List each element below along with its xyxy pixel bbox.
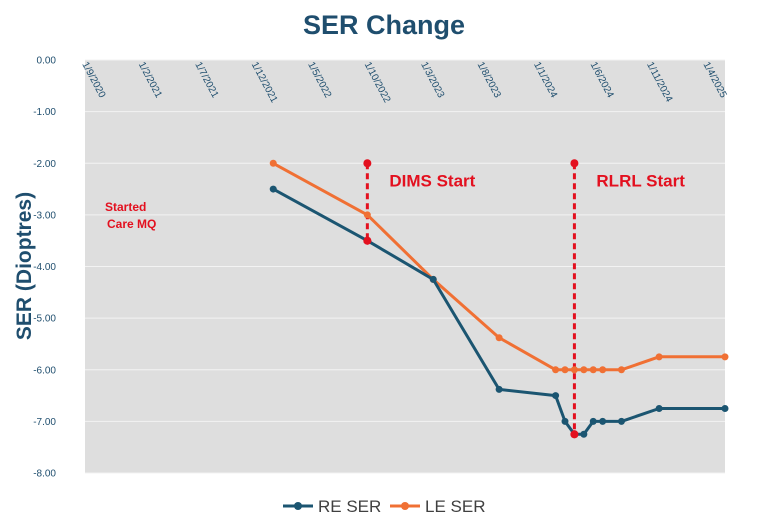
data-point	[599, 366, 607, 374]
data-point	[580, 366, 588, 374]
y-axis-ticks: 0.00 -1.00 -2.00 -3.00 -4.00 -5.00 -6.00 -7.00 -…	[33, 56, 56, 480]
y-tick-label: 0.00	[37, 56, 57, 67]
annotations: Started Care MQ	[105, 200, 156, 231]
marker-top-dot	[570, 159, 579, 168]
data-point	[269, 185, 277, 193]
data-point	[599, 417, 607, 425]
data-point	[617, 366, 625, 374]
data-point	[561, 417, 569, 425]
y-tick-label: -2.00	[33, 159, 56, 170]
annotation-started-care-mq: Started Care MQ	[105, 200, 156, 231]
y-tick-label: -4.00	[33, 262, 56, 273]
data-point	[269, 159, 277, 167]
marker-bottom-dot	[363, 236, 372, 245]
legend-label: RE SER	[318, 497, 381, 516]
legend-swatch-dot	[401, 502, 409, 510]
data-point	[721, 404, 729, 412]
data-point	[721, 353, 729, 361]
data-point	[495, 334, 503, 342]
y-tick-label: -1.00	[33, 107, 56, 118]
y-tick-label: -5.00	[33, 314, 56, 325]
data-point	[570, 366, 578, 374]
data-point	[363, 211, 371, 219]
y-tick-label: -8.00	[33, 469, 56, 480]
data-point	[580, 430, 588, 438]
data-series	[269, 159, 729, 439]
legend-swatch-dot	[294, 502, 302, 510]
data-point	[552, 366, 560, 374]
data-point	[429, 275, 437, 283]
y-axis-label: SER (Dioptres)	[13, 192, 36, 340]
y-tick-label: -3.00	[33, 210, 56, 221]
y-tick-label: -7.00	[33, 417, 56, 428]
event-markers: DIMS Start RLRL Start	[363, 159, 685, 439]
data-point	[589, 366, 597, 374]
legend: RE SER LE SER	[283, 497, 485, 516]
data-point	[655, 353, 663, 361]
y-tick-label: -6.00	[33, 365, 56, 376]
data-point	[552, 392, 560, 400]
marker-label: RLRL Start	[596, 171, 685, 190]
data-point	[617, 417, 625, 425]
legend-label: LE SER	[425, 497, 485, 516]
data-point	[495, 385, 503, 393]
data-point	[589, 417, 597, 425]
data-point	[561, 366, 569, 374]
marker-label: DIMS Start	[389, 171, 475, 190]
marker-bottom-dot	[570, 430, 579, 439]
chart-title: SER Change	[303, 10, 465, 40]
data-point	[655, 404, 663, 412]
marker-top-dot	[363, 159, 372, 168]
